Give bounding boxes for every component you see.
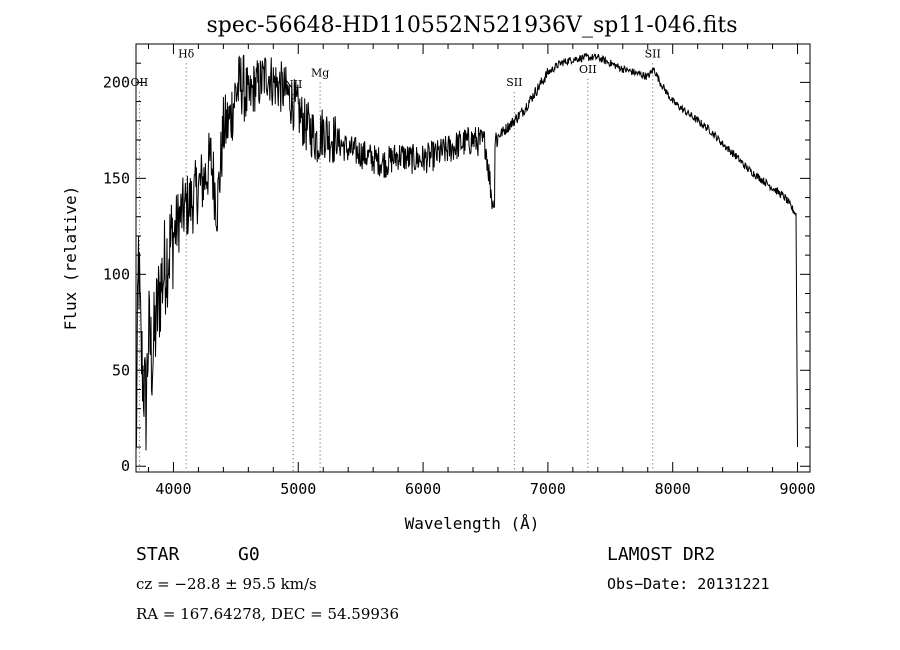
x-tick-label: 6000	[405, 480, 441, 498]
x-axis-label: Wavelength (Å)	[405, 514, 540, 533]
y-tick-label: 100	[103, 265, 130, 283]
y-tick-label: 150	[103, 169, 130, 187]
x-tick-label: 7000	[530, 480, 566, 498]
survey-label: LAMOST DR2	[607, 544, 715, 565]
spectrum-line	[135, 52, 798, 451]
coords-label: RA = 167.64278, DEC = 54.59936	[136, 605, 399, 623]
x-tick-label: 9000	[779, 480, 815, 498]
y-tick-labels: 0 50 100 150 200	[103, 73, 130, 475]
annotation-label: OII	[131, 76, 149, 89]
y-tick-label: 50	[112, 361, 130, 379]
chart-title: spec-56648-HD110552N521936V_sp11-046.fit…	[206, 13, 737, 38]
y-tick-label: 0	[121, 457, 130, 475]
annotation-label: Hδ	[178, 47, 195, 60]
y-axis-label: Flux (relative)	[61, 186, 80, 331]
annotation-label: SII	[645, 47, 661, 60]
y-tick-label: 200	[103, 73, 130, 91]
x-tick-labels: 4000 5000 6000 7000 8000 9000	[155, 480, 815, 498]
class-label: STAR	[136, 544, 180, 565]
obs-date-label: Obs−Date: 20131221	[607, 575, 770, 593]
annotation-label: Mg	[311, 67, 329, 80]
annotation-lines	[138, 63, 654, 472]
x-tick-label: 5000	[280, 480, 316, 498]
axis-ticks	[136, 44, 810, 472]
x-tick-label: 8000	[655, 480, 691, 498]
subclass-label: G0	[238, 544, 260, 565]
cz-label: cz = −28.8 ± 95.5 km/s	[136, 575, 317, 593]
annotation-label: SII	[506, 76, 522, 89]
x-tick-label: 4000	[155, 480, 191, 498]
plot-frame	[135, 43, 811, 473]
annotation-label: OII	[579, 63, 597, 76]
